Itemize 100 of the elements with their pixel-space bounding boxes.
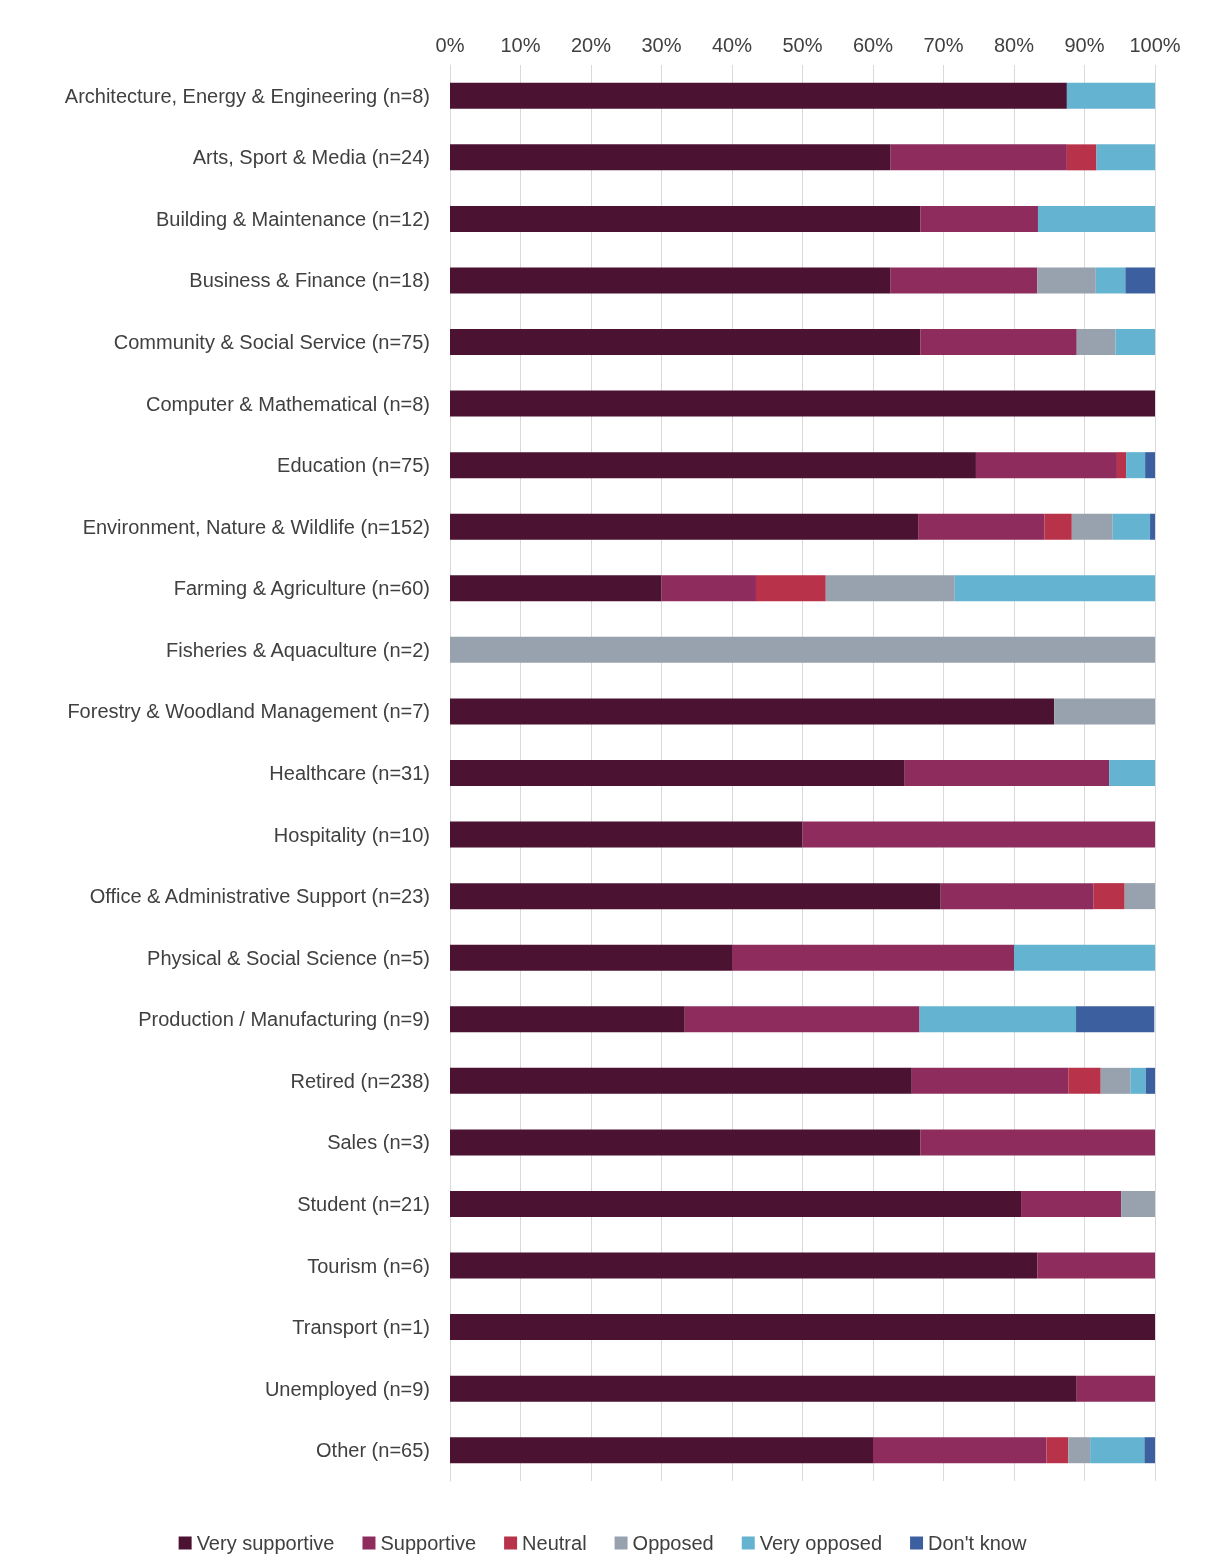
y-tick-label: Hospitality (n=10): [273, 823, 430, 846]
bar: [873, 1437, 1047, 1464]
bar: [450, 575, 662, 602]
y-tick-label: Tourism (n=6): [307, 1254, 430, 1277]
legend-label: Opposed: [632, 1532, 714, 1554]
legend-label: Very supportive: [196, 1532, 335, 1554]
bar: [918, 513, 1045, 540]
bar: [1044, 513, 1072, 540]
bar: [1112, 513, 1151, 540]
bar: [1037, 267, 1096, 294]
bar: [1068, 1067, 1101, 1094]
y-tick-label: Environment, Nature & Wildlife (n=152): [82, 515, 430, 538]
bar: [1150, 513, 1155, 540]
bar: [450, 1129, 921, 1156]
bar: [975, 452, 1117, 479]
y-tick-label: Unemployed (n=9): [264, 1377, 430, 1400]
bar: [732, 944, 1014, 971]
y-tick-label: Architecture, Energy & Engineering (n=8): [64, 84, 430, 107]
y-tick-label: Fisheries & Aquaculture (n=2): [165, 638, 430, 661]
bar: [920, 1129, 1155, 1156]
y-tick-label: Student (n=21): [297, 1192, 430, 1215]
bar: [1071, 513, 1113, 540]
bar: [920, 329, 1077, 356]
bar: [1037, 205, 1155, 232]
x-tick-label: 70%: [923, 34, 964, 56]
x-tick-label: 60%: [852, 34, 894, 56]
bar: [450, 1067, 912, 1094]
bar: [450, 329, 921, 356]
y-tick-label: Physical & Social Science (n=5): [147, 946, 430, 969]
x-tick-label: 90%: [1064, 34, 1105, 56]
bar: [1144, 1437, 1155, 1464]
bar: [1021, 1190, 1122, 1217]
y-tick-label: Other (n=65): [316, 1439, 430, 1462]
y-tick-label: Retired (n=238): [290, 1069, 430, 1092]
x-tick-label: 50%: [782, 34, 823, 56]
bar: [1124, 883, 1155, 910]
y-tick-label: Forestry & Woodland Management (n=7): [67, 700, 430, 723]
bar: [1076, 1375, 1155, 1402]
bar: [920, 205, 1038, 232]
bar: [450, 267, 891, 294]
bar: [450, 452, 976, 479]
x-tick-label: 0%: [435, 34, 465, 56]
y-tick-label: Transport (n=1): [292, 1316, 430, 1339]
y-tick-label: Arts, Sport & Media (n=24): [192, 146, 430, 169]
bar: [450, 821, 803, 848]
bar: [450, 1190, 1022, 1217]
y-tick-label: Computer & Mathematical (n=8): [145, 392, 430, 415]
y-tick-label: Education (n=75): [277, 454, 430, 477]
bar: [450, 144, 891, 171]
bar: [450, 1252, 1038, 1279]
x-tick-label: 10%: [500, 34, 541, 56]
bar: [1068, 1437, 1091, 1464]
y-tick-label: Business & Finance (n=18): [189, 269, 430, 292]
y-tick-label: Healthcare (n=31): [269, 762, 430, 784]
bar: [954, 575, 1155, 602]
bar: [450, 944, 732, 971]
bar: [1014, 944, 1155, 971]
bar: [1037, 1252, 1155, 1279]
bar: [919, 1006, 1077, 1033]
bar: [755, 575, 826, 602]
x-tick-label: 40%: [711, 34, 753, 56]
bar: [1076, 1006, 1155, 1033]
bar: [1093, 883, 1125, 910]
bar: [450, 513, 919, 540]
bar: [1126, 452, 1146, 479]
x-tick-label: 30%: [641, 34, 682, 56]
bar: [1066, 144, 1097, 171]
bar: [904, 760, 1110, 786]
bar: [450, 82, 1067, 109]
bar: [1054, 698, 1155, 725]
bar: [684, 1006, 920, 1033]
bar: [450, 883, 941, 910]
legend-label: Supportive: [380, 1532, 477, 1554]
y-tick-label: Community & Social Service (n=75): [113, 331, 430, 354]
bar: [450, 760, 905, 786]
bar: [1145, 452, 1155, 479]
bar: [911, 1067, 1069, 1094]
bar: [1100, 1067, 1131, 1094]
bar: [1095, 267, 1126, 294]
x-tick-label: 20%: [570, 34, 612, 56]
bar: [450, 1375, 1077, 1402]
bar: [450, 390, 1155, 417]
bar: [450, 1006, 685, 1033]
y-tick-label: Production / Manufacturing (n=9): [138, 1008, 430, 1031]
bar: [1076, 329, 1116, 356]
bar: [450, 1437, 873, 1464]
legend-label: Neutral: [522, 1532, 587, 1554]
bar: [1121, 1190, 1155, 1217]
bar: [1125, 267, 1155, 294]
bar: [890, 144, 1067, 171]
bar: [1096, 144, 1155, 171]
bar: [1090, 1437, 1145, 1464]
bar: [450, 698, 1055, 725]
y-tick-label: Office & Administrative Support (n=23): [89, 885, 430, 908]
bar: [1066, 82, 1155, 109]
bar: [1130, 1067, 1146, 1094]
bar: [1115, 329, 1155, 356]
y-tick-label: Sales (n=3): [327, 1131, 430, 1154]
x-tick-label: 100%: [1129, 34, 1181, 56]
y-tick-label: Farming & Agriculture (n=60): [173, 577, 430, 600]
